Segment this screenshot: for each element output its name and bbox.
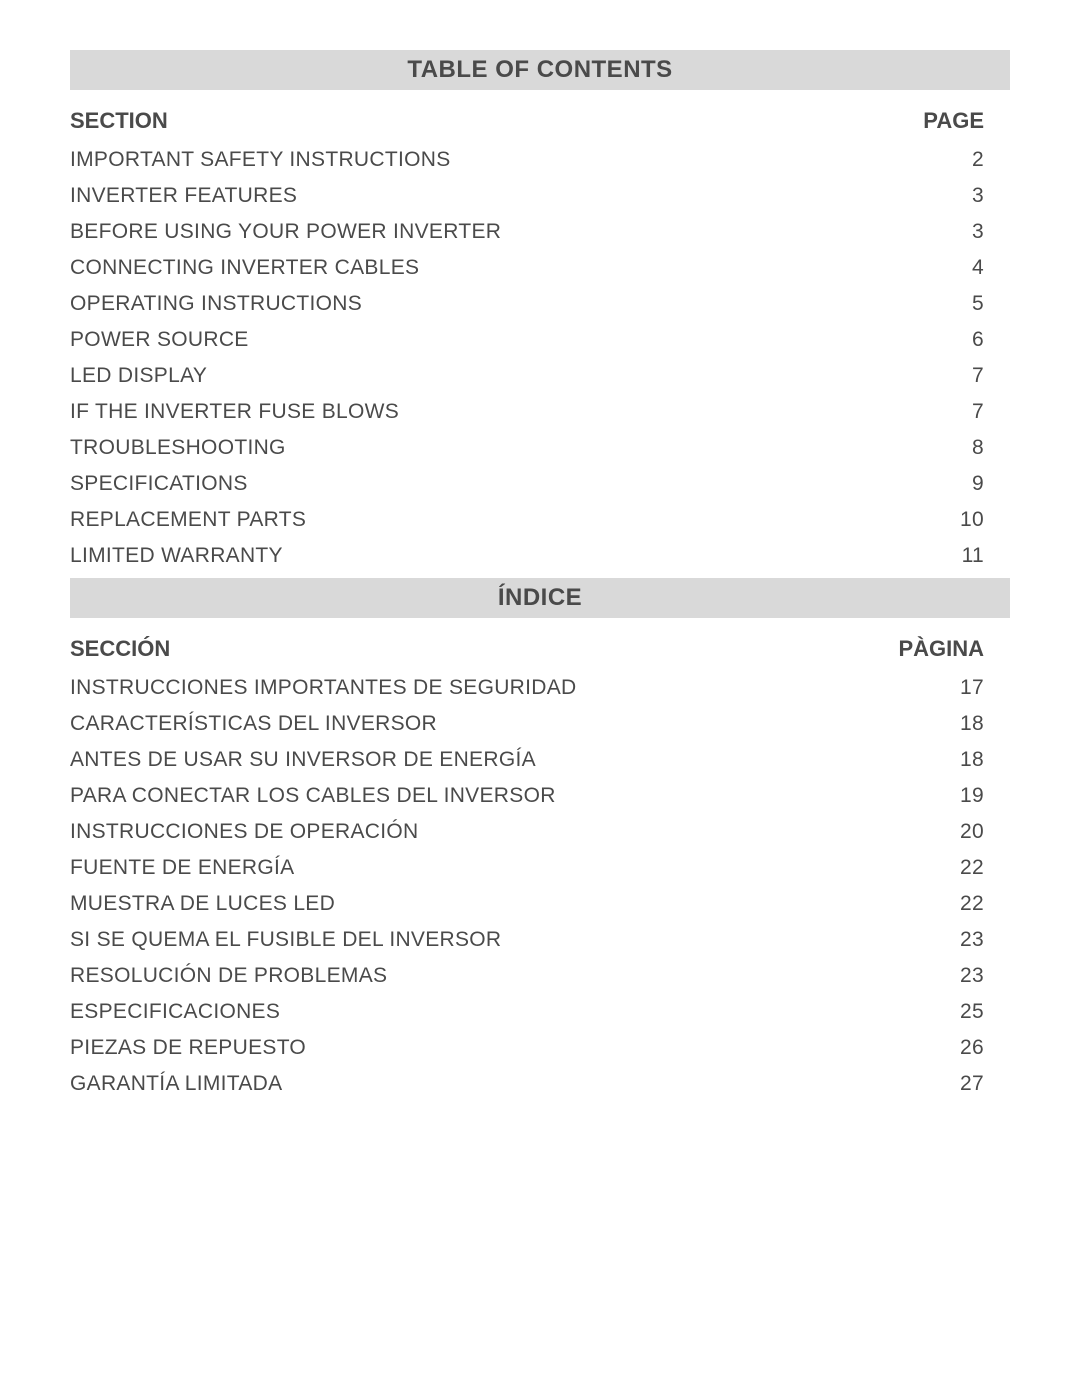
- toc-row: MUESTRA DE LUCES LED 22: [70, 886, 1010, 922]
- toc-row: GARANTÍA LIMITADA 27: [70, 1066, 1010, 1102]
- toc-section-label: GARANTÍA LIMITADA: [70, 1072, 282, 1096]
- page-header-label: PÀGINA: [898, 636, 984, 662]
- english-rows-container: IMPORTANT SAFETY INSTRUCTIONS 2 INVERTER F…: [70, 142, 1010, 574]
- toc-row: OPERATING INSTRUCTIONS 5: [70, 286, 1010, 322]
- toc-row: POWER SOURCE 6: [70, 322, 1010, 358]
- toc-row: TROUBLESHOOTING 8: [70, 430, 1010, 466]
- toc-section-label: PIEZAS DE REPUESTO: [70, 1036, 306, 1060]
- toc-row: CARACTERÍSTICAS DEL INVERSOR 18: [70, 706, 1010, 742]
- toc-section-label: IF THE INVERTER FUSE BLOWS: [70, 400, 399, 424]
- toc-section-label: LED DISPLAY: [70, 364, 207, 388]
- toc-row: SPECIFICATIONS 9: [70, 466, 1010, 502]
- toc-section-label: POWER SOURCE: [70, 328, 249, 352]
- toc-page-number: 22: [924, 856, 984, 880]
- spanish-toc-block: ÍNDICE SECCIÓN PÀGINA INSTRUCCIONES IMPO…: [70, 578, 1010, 1102]
- toc-section-label: PARA CONECTAR LOS CABLES DEL INVERSOR: [70, 784, 556, 808]
- toc-section-label: IMPORTANT SAFETY INSTRUCTIONS: [70, 148, 451, 172]
- toc-page-number: 4: [924, 256, 984, 280]
- toc-page-number: 19: [924, 784, 984, 808]
- toc-row: PARA CONECTAR LOS CABLES DEL INVERSOR 19: [70, 778, 1010, 814]
- toc-section-label: OPERATING INSTRUCTIONS: [70, 292, 362, 316]
- toc-page-number: 27: [924, 1072, 984, 1096]
- toc-section-label: SI SE QUEMA EL FUSIBLE DEL INVERSOR: [70, 928, 501, 952]
- toc-section-label: SPECIFICATIONS: [70, 472, 248, 496]
- toc-section-label: MUESTRA DE LUCES LED: [70, 892, 335, 916]
- toc-row: REPLACEMENT PARTS 10: [70, 502, 1010, 538]
- toc-row: RESOLUCIÓN DE PROBLEMAS 23: [70, 958, 1010, 994]
- toc-section-label: INSTRUCCIONES DE OPERACIÓN: [70, 820, 419, 844]
- toc-section-label: CONNECTING INVERTER CABLES: [70, 256, 419, 280]
- toc-page-number: 25: [924, 1000, 984, 1024]
- toc-page-number: 10: [924, 508, 984, 532]
- toc-page-number: 5: [924, 292, 984, 316]
- toc-row: IMPORTANT SAFETY INSTRUCTIONS 2: [70, 142, 1010, 178]
- toc-row: INSTRUCCIONES IMPORTANTES DE SEGURIDAD 17: [70, 670, 1010, 706]
- toc-section-label: RESOLUCIÓN DE PROBLEMAS: [70, 964, 387, 988]
- toc-section-label: ANTES DE USAR SU INVERSOR DE ENERGÍA: [70, 748, 536, 772]
- toc-row: FUENTE DE ENERGÍA 22: [70, 850, 1010, 886]
- toc-section-label: LIMITED WARRANTY: [70, 544, 283, 568]
- section-header-label: SECCIÓN: [70, 636, 170, 662]
- toc-section-label: CARACTERÍSTICAS DEL INVERSOR: [70, 712, 437, 736]
- toc-page-number: 3: [924, 184, 984, 208]
- toc-page-number: 23: [924, 964, 984, 988]
- toc-page-number: 8: [924, 436, 984, 460]
- toc-page-number: 22: [924, 892, 984, 916]
- toc-page-number: 18: [924, 748, 984, 772]
- english-toc-block: TABLE OF CONTENTS SECTION PAGE IMPORTANT…: [70, 50, 1010, 574]
- toc-row: LIMITED WARRANTY 11: [70, 538, 1010, 574]
- toc-page-number: 9: [924, 472, 984, 496]
- spanish-rows-container: INSTRUCCIONES IMPORTANTES DE SEGURIDAD 17…: [70, 670, 1010, 1102]
- toc-row: IF THE INVERTER FUSE BLOWS 7: [70, 394, 1010, 430]
- toc-row: ANTES DE USAR SU INVERSOR DE ENERGÍA 18: [70, 742, 1010, 778]
- toc-page-number: 2: [924, 148, 984, 172]
- toc-section-label: INVERTER FEATURES: [70, 184, 297, 208]
- toc-page-number: 11: [924, 544, 984, 568]
- toc-page-number: 26: [924, 1036, 984, 1060]
- toc-section-label: INSTRUCCIONES IMPORTANTES DE SEGURIDAD: [70, 676, 577, 700]
- toc-row: PIEZAS DE REPUESTO 26: [70, 1030, 1010, 1066]
- toc-row: INVERTER FEATURES 3: [70, 178, 1010, 214]
- toc-row: CONNECTING INVERTER CABLES 4: [70, 250, 1010, 286]
- toc-section-label: BEFORE USING YOUR POWER INVERTER: [70, 220, 501, 244]
- toc-page-number: 20: [924, 820, 984, 844]
- toc-section-label: REPLACEMENT PARTS: [70, 508, 306, 532]
- toc-row: ESPECIFICACIONES 25: [70, 994, 1010, 1030]
- spanish-header-row: SECCIÓN PÀGINA: [70, 618, 1010, 670]
- toc-page-number: 23: [924, 928, 984, 952]
- toc-section-label: TROUBLESHOOTING: [70, 436, 286, 460]
- toc-row: INSTRUCCIONES DE OPERACIÓN 20: [70, 814, 1010, 850]
- toc-section-label: ESPECIFICACIONES: [70, 1000, 280, 1024]
- toc-row: LED DISPLAY 7: [70, 358, 1010, 394]
- toc-page-number: 6: [924, 328, 984, 352]
- toc-page-number: 3: [924, 220, 984, 244]
- english-title-bar: TABLE OF CONTENTS: [70, 50, 1010, 90]
- toc-row: BEFORE USING YOUR POWER INVERTER 3: [70, 214, 1010, 250]
- english-header-row: SECTION PAGE: [70, 90, 1010, 142]
- toc-page-number: 17: [924, 676, 984, 700]
- spanish-title-bar: ÍNDICE: [70, 578, 1010, 618]
- toc-page-number: 7: [924, 400, 984, 424]
- toc-section-label: FUENTE DE ENERGÍA: [70, 856, 294, 880]
- page-header-label: PAGE: [923, 108, 984, 134]
- toc-page-number: 18: [924, 712, 984, 736]
- section-header-label: SECTION: [70, 108, 168, 134]
- toc-row: SI SE QUEMA EL FUSIBLE DEL INVERSOR 23: [70, 922, 1010, 958]
- toc-page-number: 7: [924, 364, 984, 388]
